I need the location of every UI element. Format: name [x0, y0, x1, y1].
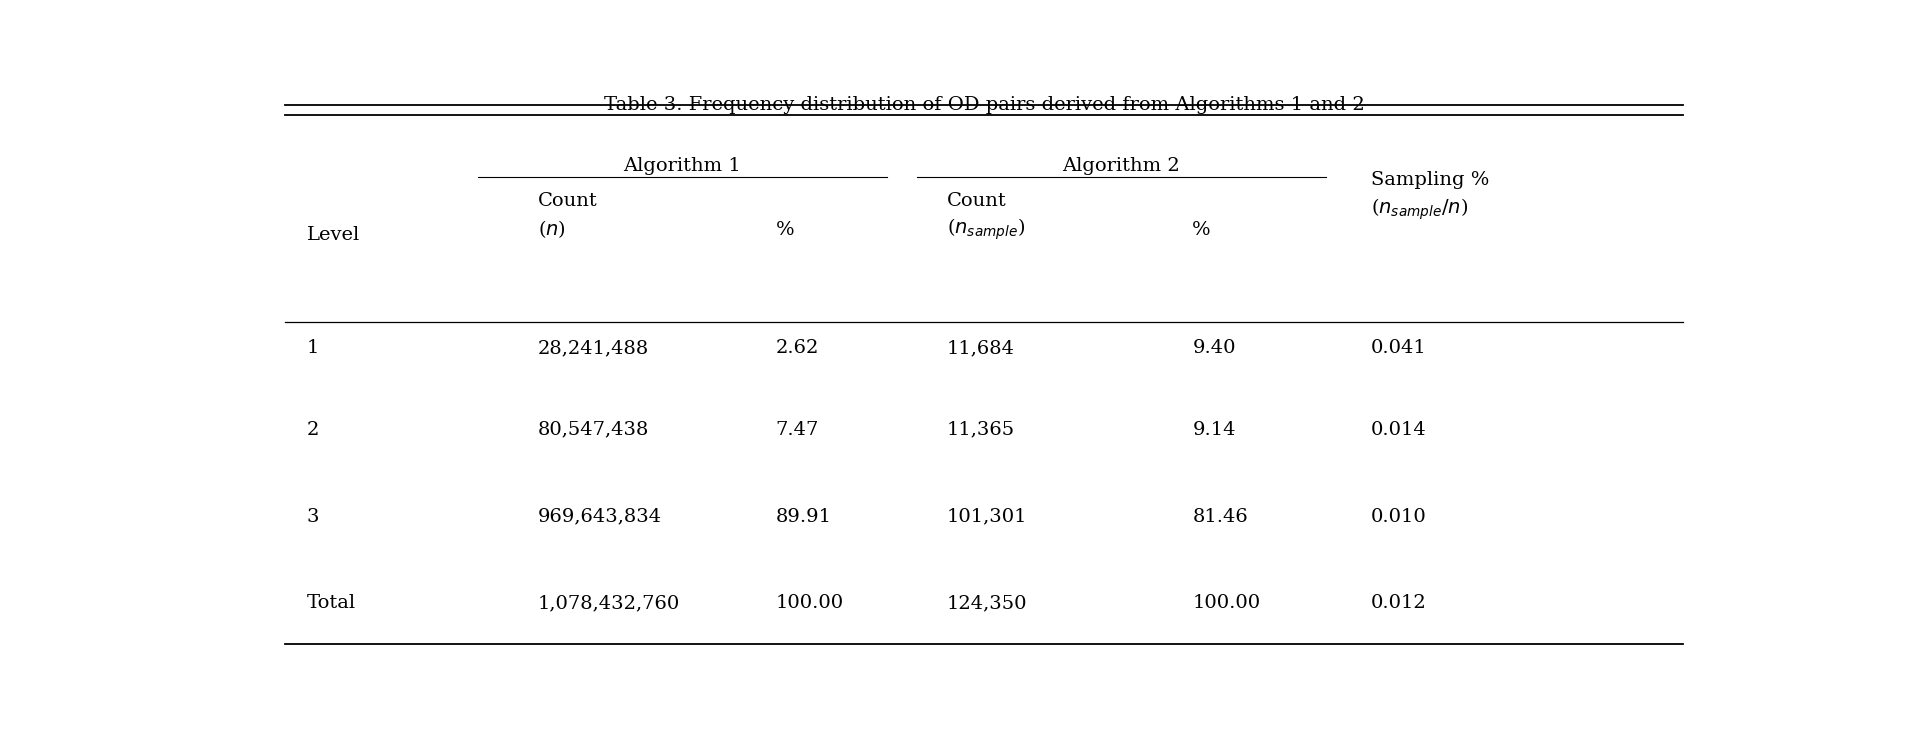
Text: 101,301: 101,301: [947, 508, 1027, 526]
Text: 7.47: 7.47: [776, 420, 820, 438]
Text: 100.00: 100.00: [776, 594, 843, 612]
Text: 28,241,488: 28,241,488: [538, 340, 649, 358]
Text: %: %: [1192, 221, 1212, 239]
Text: 0.010: 0.010: [1371, 508, 1427, 526]
Text: 9.40: 9.40: [1192, 340, 1236, 358]
Text: ($n_{sample}/n$): ($n_{sample}/n$): [1371, 197, 1469, 222]
Text: Table 3. Frequency distribution of OD pairs derived from Algorithms 1 and 2: Table 3. Frequency distribution of OD pa…: [603, 96, 1365, 114]
Text: 0.012: 0.012: [1371, 594, 1427, 612]
Text: 1,078,432,760: 1,078,432,760: [538, 594, 680, 612]
Text: 100.00: 100.00: [1192, 594, 1260, 612]
Text: 0.014: 0.014: [1371, 420, 1427, 438]
Text: Count: Count: [538, 191, 597, 209]
Text: 9.14: 9.14: [1192, 420, 1236, 438]
Text: 81.46: 81.46: [1192, 508, 1248, 526]
Text: Sampling %: Sampling %: [1371, 171, 1490, 189]
Text: Algorithm 2: Algorithm 2: [1062, 157, 1179, 175]
Text: 1: 1: [307, 340, 319, 358]
Text: ($n_{sample}$): ($n_{sample}$): [947, 217, 1025, 242]
Text: Algorithm 1: Algorithm 1: [624, 157, 741, 175]
Text: Total: Total: [307, 594, 355, 612]
Text: 89.91: 89.91: [776, 508, 831, 526]
Text: 124,350: 124,350: [947, 594, 1027, 612]
Text: 2: 2: [307, 420, 319, 438]
Text: 969,643,834: 969,643,834: [538, 508, 662, 526]
Text: %: %: [776, 221, 795, 239]
Text: 2.62: 2.62: [776, 340, 820, 358]
Text: ($n$): ($n$): [538, 218, 566, 240]
Text: 80,547,438: 80,547,438: [538, 420, 649, 438]
Text: Count: Count: [947, 191, 1006, 209]
Text: 11,365: 11,365: [947, 420, 1016, 438]
Text: Level: Level: [307, 227, 361, 244]
Text: 3: 3: [307, 508, 319, 526]
Text: 0.041: 0.041: [1371, 340, 1427, 358]
Text: 11,684: 11,684: [947, 340, 1016, 358]
